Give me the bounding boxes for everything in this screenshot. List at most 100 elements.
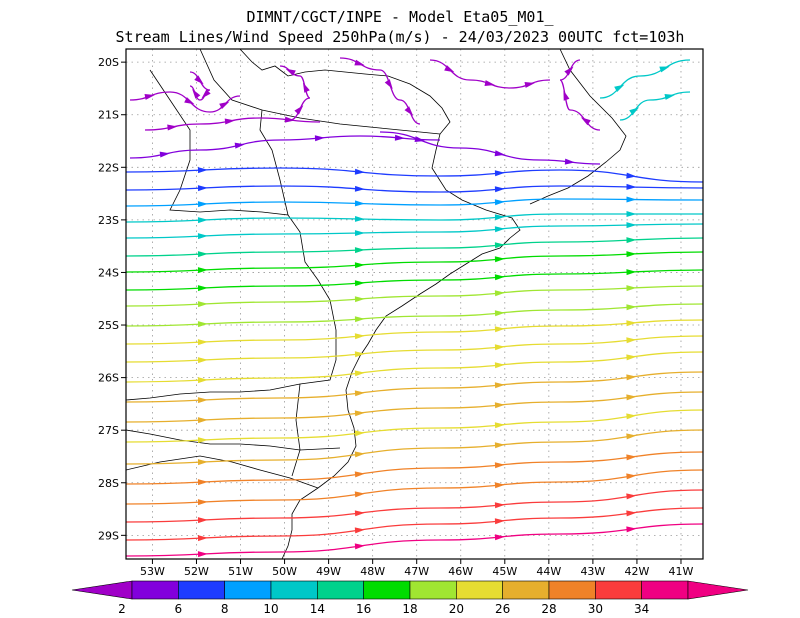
streamline-arrow (354, 430, 365, 437)
coastline (239, 49, 521, 559)
streamline-arrow (194, 75, 204, 85)
streamline-arrow (184, 97, 195, 105)
streamline-arrow (564, 158, 575, 165)
colorbar-segment (178, 580, 225, 600)
streamline-arrow (197, 517, 208, 524)
streamline-arrow (626, 394, 637, 401)
coastline-map (126, 49, 627, 559)
streamline-arrow (285, 68, 296, 76)
y-axis: 20S 21S 22S 23S 24S 25S 26S 27S 28S 29S (98, 56, 126, 542)
streamline-arrow (354, 215, 365, 222)
streamline-arrow (494, 518, 505, 525)
streamline-arrow (494, 402, 505, 409)
y-tick-label: 22S (98, 161, 119, 174)
streamline-arrow (626, 222, 637, 229)
colorbar-label: 34 (634, 602, 649, 616)
streamline-arrow (234, 142, 245, 149)
state-border-6 (291, 383, 301, 477)
streamline-arrow (197, 217, 208, 224)
state-border-5 (259, 109, 289, 216)
streamline-arrow (197, 535, 208, 542)
streamline-arrow (494, 170, 505, 177)
streamline-arrow (224, 118, 235, 125)
streamline-arrow (626, 196, 637, 203)
plot-frame (125, 48, 704, 560)
streamline-arrow (524, 82, 535, 88)
streamline-arrow (484, 80, 495, 86)
x-tick-label: 50W (272, 565, 297, 578)
streamlines (126, 57, 703, 558)
x-tick-label: 41W (669, 565, 694, 578)
streamline-arrow (626, 172, 637, 179)
coastline-north (529, 49, 627, 205)
streamline (599, 59, 691, 99)
x-tick-label: 49W (316, 565, 341, 578)
streamline-arrow (626, 473, 637, 480)
streamline-arrow (626, 320, 637, 327)
y-tick-label: 21S (98, 109, 119, 122)
streamline-arrow (201, 89, 211, 99)
streamline-arrow (494, 482, 505, 489)
streamline-arrow (614, 84, 625, 93)
streamline-arrow (354, 280, 365, 287)
streamline-arrow (354, 451, 365, 458)
colorbar-label: 2 (118, 602, 126, 616)
streamline (126, 185, 703, 193)
streamline (619, 91, 691, 121)
streamline-arrow (494, 442, 505, 449)
streamline-arrow (626, 211, 637, 217)
streamline-arrow (197, 499, 208, 506)
colorbar-low-arrow (71, 580, 133, 600)
colorbar-segment (641, 580, 689, 600)
colorbar-segment (409, 580, 457, 600)
colorbar-segment (131, 580, 179, 600)
streamline-arrow (626, 237, 637, 244)
streamline (126, 351, 703, 383)
streamline-arrow (197, 251, 208, 258)
x-tick-label: 53W (140, 565, 165, 578)
streamline-arrow (494, 344, 505, 351)
colorbar-segment (456, 580, 503, 600)
y-tick-label: 27S (98, 424, 119, 437)
streamline-arrow (626, 374, 637, 381)
colorbar-label: 8 (221, 602, 229, 616)
x-tick-label: 48W (360, 565, 385, 578)
streamline-arrow (354, 316, 365, 323)
chart-subtitle: Stream Lines/Wind Speed 250hPa(m/s) - 24… (116, 28, 685, 46)
colorbar-segment (363, 580, 411, 600)
chart-title: DIMNT/CGCT/INPE - Model Eta05_M01_ (246, 8, 554, 26)
streamline-arrow (197, 397, 208, 404)
streamline-arrow (354, 390, 365, 397)
streamline-arrow (494, 290, 505, 297)
streamline (129, 135, 441, 159)
colorbar: 2 6 8 10 14 16 18 20 26 28 30 34 (71, 580, 749, 616)
streamline-arrow (626, 510, 637, 517)
colorbar-label: 30 (588, 602, 603, 616)
streamline (126, 167, 703, 183)
colorbar-label: 18 (402, 602, 417, 616)
streamline-arrow (494, 256, 505, 263)
streamline-arrow (394, 134, 405, 141)
streamline-arrow (414, 136, 425, 142)
streamline-arrow (626, 433, 637, 440)
streamline-arrow (197, 479, 208, 486)
streamline (126, 237, 703, 257)
streamline-arrow (197, 321, 208, 328)
streamline-arrow (563, 90, 570, 101)
x-tick-label: 46W (448, 565, 473, 578)
streamline-arrow (197, 301, 208, 308)
streamline (126, 303, 703, 327)
state-border-3 (199, 49, 441, 135)
colorbar-label: 16 (356, 602, 371, 616)
streamline-arrow (494, 534, 505, 541)
y-tick-label: 24S (98, 266, 119, 279)
colorbar-high-arrow (687, 580, 749, 600)
streamline-arrow (197, 377, 208, 384)
streamline-arrow (354, 491, 365, 498)
streamline-arrow (159, 151, 170, 158)
streamline (126, 451, 703, 485)
streamline (126, 489, 703, 523)
streamline-arrow (494, 199, 505, 206)
streamline-arrow (354, 59, 365, 66)
streamline-arrow (494, 214, 505, 221)
